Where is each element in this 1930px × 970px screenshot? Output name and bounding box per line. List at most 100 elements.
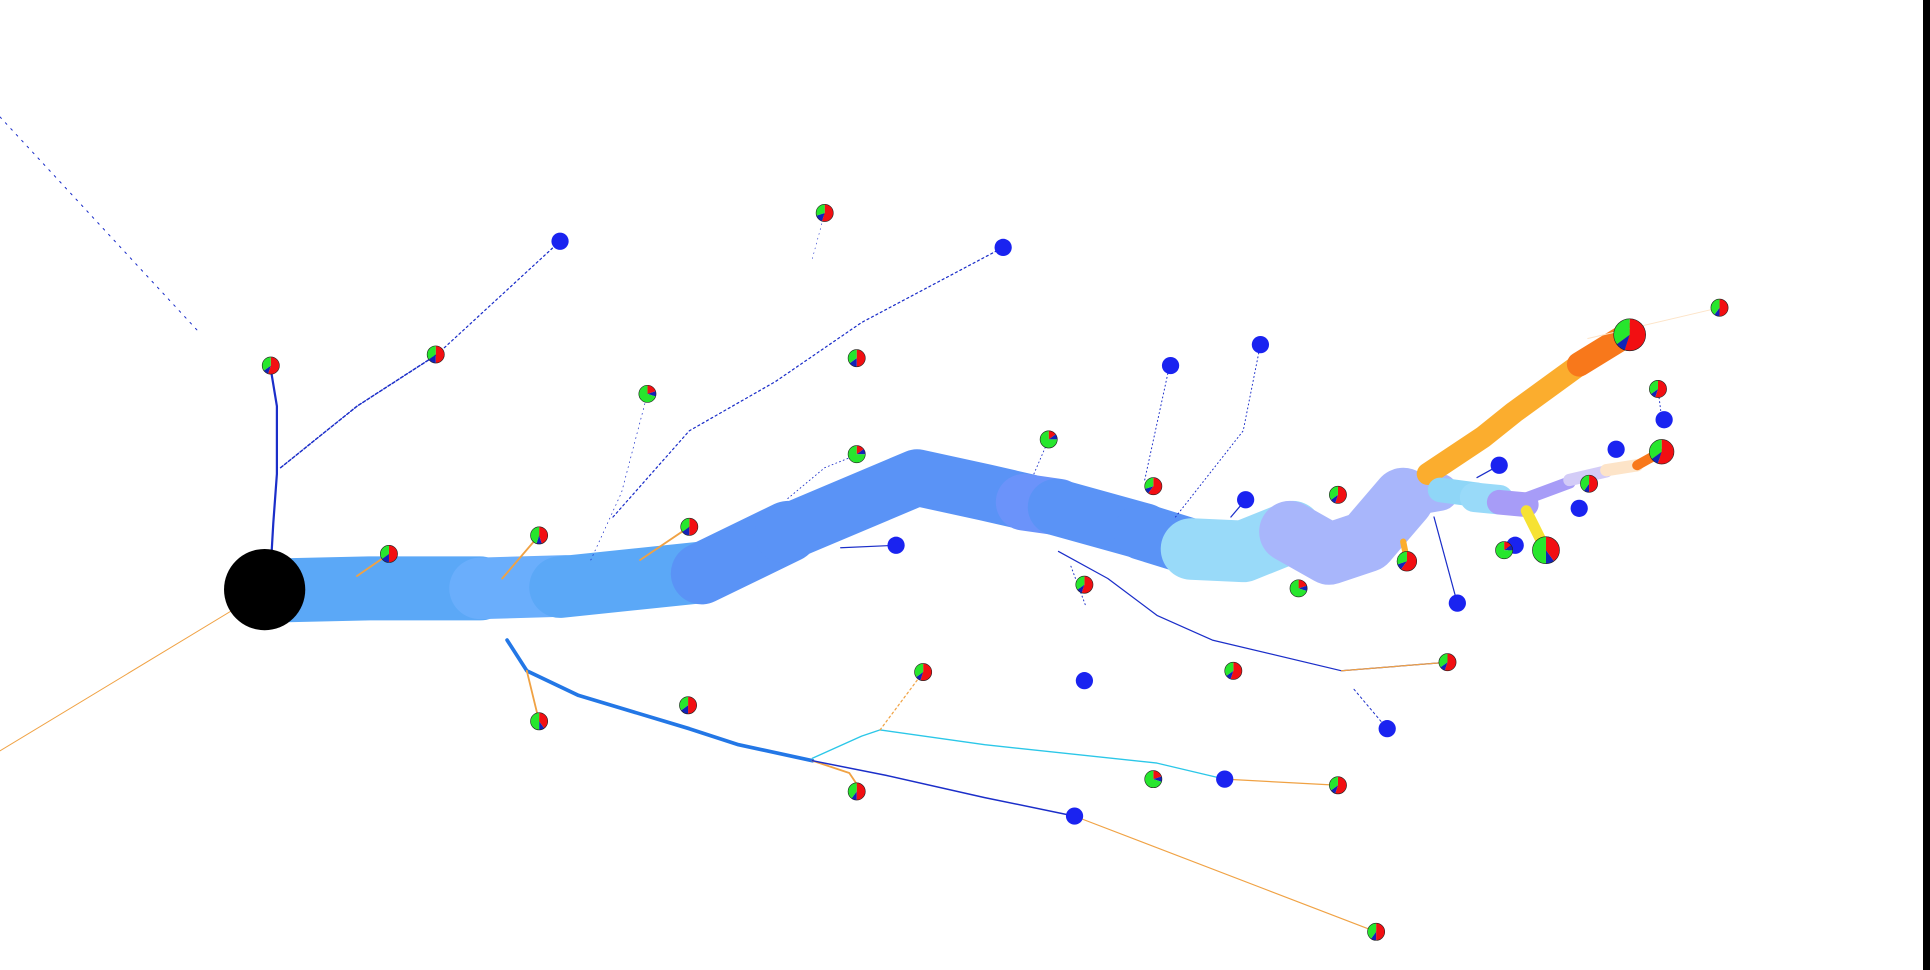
pie-slice-green xyxy=(530,526,540,544)
pie-slice-red xyxy=(1655,380,1667,398)
pie-slice-green xyxy=(380,545,389,559)
pie-slice-blue xyxy=(1330,494,1338,504)
thin-branch-24 xyxy=(1144,366,1170,481)
window-edge-border xyxy=(1923,0,1930,970)
pie-slice-green xyxy=(1532,536,1546,564)
pie-slice-red xyxy=(689,518,698,536)
pie-outline xyxy=(426,345,445,364)
pie-outline xyxy=(1495,541,1514,560)
pie-slice-green xyxy=(816,204,825,216)
pie-node-13 xyxy=(1396,551,1418,572)
pie-slice-green xyxy=(530,712,540,730)
pie-node-25 xyxy=(1613,318,1646,352)
pie-slice-blue xyxy=(263,365,271,374)
pie-slice-blue xyxy=(1145,486,1154,494)
pie-node-4 xyxy=(638,384,657,403)
blue-node-6 xyxy=(1237,491,1255,509)
blue-node-3 xyxy=(1251,336,1270,354)
pie-outline xyxy=(1329,485,1347,504)
pie-slice-green xyxy=(680,518,690,532)
thin-branch-0 xyxy=(269,368,279,568)
pie-slice-blue xyxy=(1371,931,1377,941)
pie-slice-red xyxy=(1335,776,1347,794)
pie-slice-red xyxy=(1335,486,1347,504)
pie-slice-red xyxy=(1153,770,1162,780)
pie-slice-red xyxy=(1048,430,1056,440)
pie-slice-blue xyxy=(1651,451,1662,464)
pie-outline xyxy=(847,445,866,464)
pie-node-27 xyxy=(1649,439,1675,465)
pie-slice-green xyxy=(1289,579,1307,597)
branch-purple-b xyxy=(1520,476,1576,505)
pie-outline xyxy=(847,782,866,801)
pie-node-0 xyxy=(261,356,280,375)
pie-slice-green xyxy=(1397,551,1407,565)
pie-slice-green xyxy=(1329,486,1338,500)
pie-node-10 xyxy=(680,517,699,536)
pie-slice-green xyxy=(1224,662,1234,676)
pie-slice-red xyxy=(1376,923,1385,941)
blue-node-1 xyxy=(994,238,1012,257)
pie-outline xyxy=(1396,551,1418,572)
pie-outline xyxy=(1438,653,1457,672)
pie-node-6 xyxy=(1039,430,1058,449)
pie-slice-blue xyxy=(849,358,857,367)
pie-outline xyxy=(1532,536,1560,565)
pie-slice-blue xyxy=(381,553,389,563)
pie-outline xyxy=(530,526,549,545)
pie-slice-blue xyxy=(1226,670,1234,680)
pie-node-7 xyxy=(1144,477,1163,496)
thin-branch-1 xyxy=(279,353,438,469)
pie-slice-red xyxy=(856,445,864,455)
pie-slice-blue xyxy=(1397,561,1407,570)
pie-outline xyxy=(1144,770,1163,789)
pie-slice-red xyxy=(388,545,398,563)
pie-outline xyxy=(1710,298,1729,317)
thin-branch-3 xyxy=(0,590,266,752)
pie-node-20 xyxy=(847,782,866,801)
blue-node-9 xyxy=(1065,807,1084,825)
pie-slice-red xyxy=(822,204,834,222)
thin-branch-25 xyxy=(1175,344,1261,518)
pie-slice-blue xyxy=(1298,585,1308,592)
pie-slice-red xyxy=(1444,653,1457,671)
pie-slice-green xyxy=(1438,653,1448,668)
pie-slice-blue xyxy=(1545,550,1554,564)
pie-outline xyxy=(1580,474,1598,493)
pie-slice-green xyxy=(1495,541,1513,559)
thin-branch-8 xyxy=(612,246,1004,518)
pie-node-12 xyxy=(1329,485,1347,504)
pie-outline xyxy=(1649,380,1667,398)
pie-slice-red xyxy=(647,385,656,394)
pie-node-14 xyxy=(1289,579,1308,598)
pie-slice-green xyxy=(1040,430,1058,449)
pie-slice-blue xyxy=(1330,785,1338,794)
pie-slice-green xyxy=(914,663,924,678)
pie-outline xyxy=(1649,439,1675,465)
pie-slice-red xyxy=(688,696,697,714)
pie-slice-blue xyxy=(539,721,545,730)
pie-outline xyxy=(815,204,834,222)
pie-node-24 xyxy=(1710,298,1729,317)
pie-slice-red xyxy=(856,782,866,801)
pie-outline xyxy=(261,356,280,375)
pie-node-17 xyxy=(914,663,933,681)
pie-slice-green xyxy=(848,445,866,463)
thin-branch-6 xyxy=(501,534,541,580)
pie-node-5 xyxy=(847,445,866,464)
blue-node-7 xyxy=(1378,720,1396,738)
pie-node-1 xyxy=(426,345,445,364)
thin-branch-21 xyxy=(1340,661,1449,672)
blue-node-12 xyxy=(1607,440,1625,458)
pie-slice-red xyxy=(920,663,932,681)
pie-slice-red xyxy=(1589,475,1598,493)
pie-slice-green xyxy=(848,349,857,364)
thin-branch-19 xyxy=(879,671,924,731)
pie-outline xyxy=(1329,776,1347,795)
pie-slice-red xyxy=(1657,439,1674,465)
pie-node-8 xyxy=(380,544,398,563)
pie-slice-blue xyxy=(428,354,436,364)
pie-node-30 xyxy=(1495,541,1514,560)
pie-slice-red xyxy=(1230,662,1242,680)
pie-slice-blue xyxy=(1583,483,1590,493)
